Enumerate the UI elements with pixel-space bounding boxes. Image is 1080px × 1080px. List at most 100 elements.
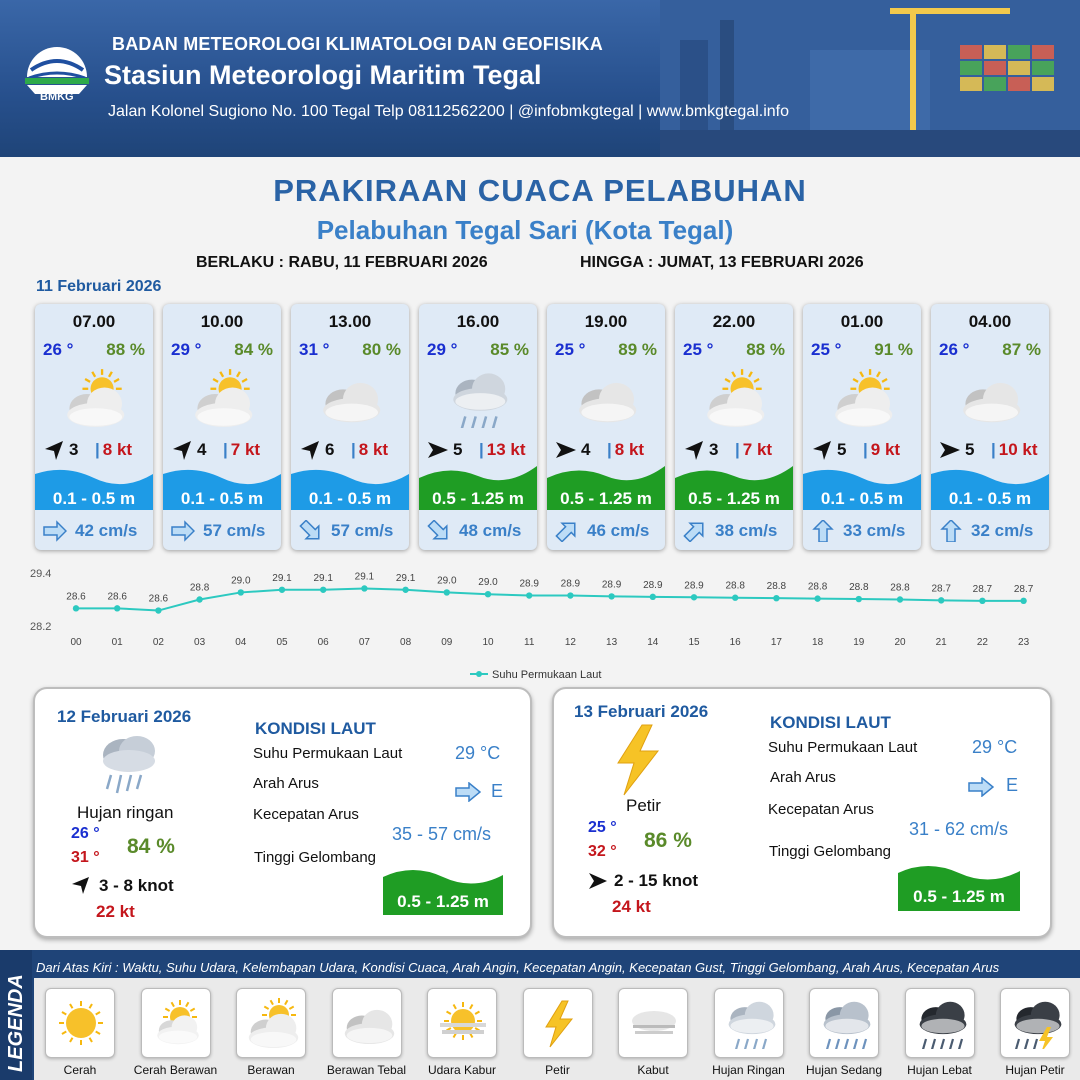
berawan-tebal-icon xyxy=(344,1009,394,1045)
agency-name: BADAN METEOROLOGI KLIMATOLOGI DAN GEOFIS… xyxy=(112,34,603,54)
card-wave-height: 0.1 - 0.5 m xyxy=(820,489,904,508)
day2-wind: 3 - 8 knot xyxy=(99,876,174,895)
day3-arah-label: Arah Arus xyxy=(770,769,836,786)
card-gust: | 13 kt xyxy=(479,440,526,459)
card-wave-graphic xyxy=(547,466,665,510)
card-wave-height: 0.1 - 0.5 m xyxy=(52,489,136,508)
legend-item-label: Kabut xyxy=(637,1063,669,1077)
legend-item xyxy=(713,988,784,1058)
day2-arah-label: Arah Arus xyxy=(253,775,319,792)
petir-icon xyxy=(617,724,660,796)
x-tick-label: 04 xyxy=(235,637,247,648)
x-tick-label: 23 xyxy=(1018,637,1030,648)
card-gust-value: 8 kt xyxy=(614,440,645,459)
card-current-speed: 33 cm/s xyxy=(843,521,906,540)
sst-point xyxy=(814,595,821,602)
day2-panel: 12 Februari 2026 Hujan ringan 26 ° 31 ° … xyxy=(33,687,532,938)
legend-item xyxy=(236,988,306,1058)
legend-item-label: Cerah xyxy=(63,1063,97,1077)
legend-item xyxy=(522,988,593,1058)
hujan-ringan-icon xyxy=(103,736,155,794)
forecast-card: 19.00 25 ° 89 % 4 | 8 kt 0.5 - 1.25 m 46 … xyxy=(547,304,665,550)
east-arrow-icon xyxy=(589,873,607,889)
card-wave-graphic xyxy=(35,469,153,510)
x-tick-label: 20 xyxy=(894,637,906,648)
card-gust: | 8 kt xyxy=(95,440,133,459)
sst-data-label: 29.1 xyxy=(355,571,375,582)
berawan-icon xyxy=(195,369,253,427)
card-gust-value: 8 kt xyxy=(102,440,133,459)
x-tick-label: 01 xyxy=(112,637,124,648)
day2-tinggi-label: Tinggi Gelombang xyxy=(254,849,377,866)
sst-data-label: 29.0 xyxy=(478,577,498,588)
card-humidity: 91 % xyxy=(874,340,913,359)
card-humidity: 89 % xyxy=(618,340,657,359)
legend-item xyxy=(618,988,688,1058)
card-wind-speed: 4 xyxy=(197,440,207,459)
sst-data-label: 28.9 xyxy=(519,579,539,590)
card-gust-value: 10 kt xyxy=(998,440,1038,459)
current-southeast-arrow-icon xyxy=(299,520,320,540)
sst-data-label: 28.9 xyxy=(643,580,663,591)
card-humidity: 80 % xyxy=(362,340,401,359)
x-tick-label: 11 xyxy=(524,637,535,648)
legend-item-label: Hujan Ringan xyxy=(712,1063,785,1077)
current-north-arrow-icon xyxy=(812,520,834,542)
day3-panel: 13 Februari 2026 Petir 25 ° 32 ° 86 % 2 … xyxy=(552,687,1052,938)
card-wave-graphic xyxy=(803,469,921,510)
sst-data-label: 29.1 xyxy=(396,573,416,584)
sst-data-label: 29.1 xyxy=(313,573,333,584)
day2-sst-value: 29 °C xyxy=(455,743,501,763)
day3-weather: Petir xyxy=(626,796,661,815)
card-wind-speed: 6 xyxy=(325,440,335,459)
sst-data-label: 29.0 xyxy=(231,575,251,586)
sst-data-label: 28.6 xyxy=(107,591,127,602)
east-arrow-icon xyxy=(428,442,448,458)
sst-point xyxy=(155,607,162,614)
northeast-arrow-icon xyxy=(72,877,89,894)
legend-marker xyxy=(476,671,482,677)
card-temperature: 25 ° xyxy=(811,340,842,359)
card-current-speed: 57 cm/s xyxy=(331,521,394,540)
card-humidity: 88 % xyxy=(106,340,145,359)
x-tick-label: 15 xyxy=(688,637,700,648)
legend-item xyxy=(140,988,211,1058)
card-time: 01.00 xyxy=(840,312,884,331)
northeast-arrow-icon xyxy=(301,441,319,460)
legend-description: Dari Atas Kiri : Waktu, Suhu Udara, Kele… xyxy=(36,960,1000,975)
card-temperature: 29 ° xyxy=(427,340,458,359)
sst-point xyxy=(196,596,203,603)
current-north-arrow-icon xyxy=(940,520,962,542)
x-tick-label: 22 xyxy=(977,637,989,648)
day3-sst-label: Suhu Permukaan Laut xyxy=(768,739,918,756)
card-wave-height: 0.1 - 0.5 m xyxy=(180,489,264,508)
cerah-berawan-icon xyxy=(156,1000,199,1045)
sst-point xyxy=(896,596,904,603)
hujan-lebat-icon xyxy=(919,1001,966,1049)
card-wave-graphic xyxy=(163,469,281,510)
sst-data-label: 28.9 xyxy=(561,579,581,590)
card-time: 10.00 xyxy=(200,312,244,331)
legend-item-label: Hujan Lebat xyxy=(907,1063,972,1077)
berawan-tebal-icon xyxy=(323,382,381,423)
sst-data-label: 28.8 xyxy=(190,583,210,594)
x-tick-label: 18 xyxy=(812,637,824,648)
card-gust: | 8 kt xyxy=(351,440,389,459)
card-humidity: 85 % xyxy=(490,340,529,359)
x-tick-label: 02 xyxy=(153,637,165,648)
current-northeast-arrow-icon xyxy=(683,522,704,542)
sst-data-label: 28.8 xyxy=(808,582,828,593)
page-title: PRAKIRAAN CUACA PELABUHAN xyxy=(273,173,807,208)
x-tick-label: 05 xyxy=(276,637,288,648)
sst-point xyxy=(732,594,739,601)
udara-kabur-icon xyxy=(440,1002,486,1040)
sst-data-label: 28.7 xyxy=(931,583,951,594)
x-tick-label: 09 xyxy=(441,637,453,648)
day3-kec-label: Kecepatan Arus xyxy=(768,801,874,818)
card-humidity: 87 % xyxy=(1002,340,1041,359)
hujan-petir-icon xyxy=(1014,1001,1062,1049)
sst-point xyxy=(938,597,945,604)
day3-gust: 24 kt xyxy=(612,897,651,916)
sst-data-label: 28.7 xyxy=(1014,584,1034,595)
x-tick-label: 16 xyxy=(730,637,742,648)
